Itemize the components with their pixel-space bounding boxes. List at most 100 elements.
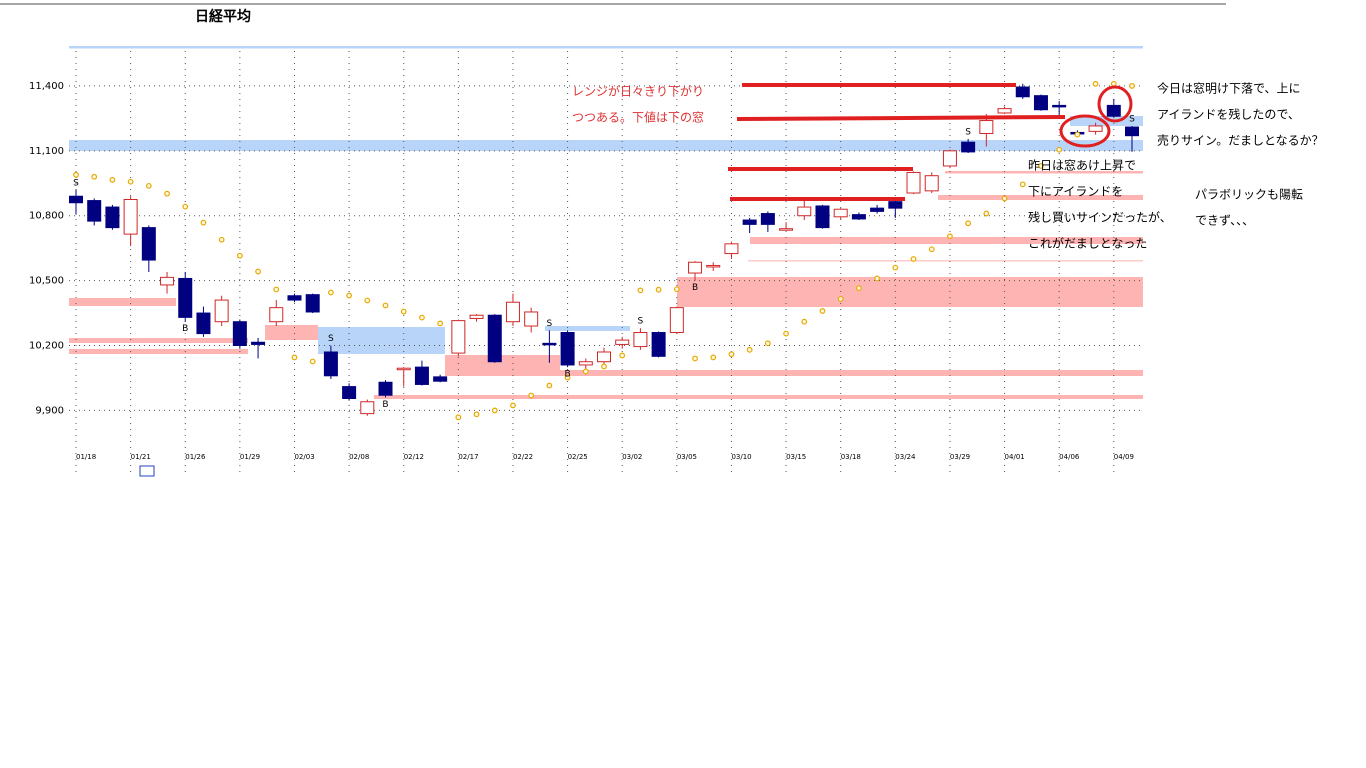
sar-dot bbox=[236, 252, 243, 259]
signal-label: S bbox=[965, 127, 971, 137]
candle-body bbox=[906, 171, 921, 194]
candle-body bbox=[815, 205, 830, 229]
candle-body bbox=[797, 206, 812, 217]
candle-body bbox=[360, 401, 375, 415]
sar-dot bbox=[200, 219, 207, 226]
candle-body bbox=[742, 219, 757, 225]
sar-dot bbox=[1129, 83, 1135, 89]
x-tick-label: 02/22 bbox=[513, 453, 533, 461]
sar-dot bbox=[692, 355, 698, 362]
candle-body bbox=[760, 213, 775, 225]
sar-dot bbox=[528, 392, 535, 399]
x-tick-label: 03/05 bbox=[677, 453, 697, 461]
annotation: 今日は窓明け下落で、上に bbox=[1157, 81, 1301, 96]
annotation-line bbox=[736, 115, 1066, 121]
x-tick-label: 02/17 bbox=[458, 453, 478, 461]
candle-body bbox=[196, 312, 211, 335]
sar-dot bbox=[746, 346, 753, 353]
annotation: つつある。下値は下の窓 bbox=[572, 110, 704, 125]
sar-dot bbox=[801, 318, 808, 325]
candle-body bbox=[560, 332, 575, 366]
candle-body bbox=[251, 341, 266, 345]
candle-body bbox=[1125, 126, 1139, 137]
sar-dot bbox=[1074, 131, 1081, 138]
sar-dot bbox=[400, 308, 407, 315]
sar-dot bbox=[1092, 80, 1099, 87]
sar-dot bbox=[364, 297, 371, 304]
candle-body bbox=[870, 207, 885, 212]
x-tick-label: 03/29 bbox=[950, 453, 970, 461]
band bbox=[677, 277, 1143, 307]
sar-dot bbox=[127, 178, 134, 185]
candle-body bbox=[505, 301, 520, 323]
candle-body bbox=[997, 108, 1012, 114]
candle-body bbox=[487, 314, 502, 363]
x-tick-label: 03/02 bbox=[622, 453, 642, 461]
sar-dot bbox=[109, 176, 116, 183]
sar-dot bbox=[1038, 163, 1044, 169]
candle-body bbox=[414, 366, 429, 385]
annotation: アイランドを残したので、 bbox=[1157, 108, 1300, 122]
chart-title: 日経平均 bbox=[195, 8, 251, 25]
sar-dot bbox=[1056, 146, 1063, 153]
signal-label: B bbox=[182, 324, 188, 334]
annotation: これがだましとなった bbox=[1028, 236, 1147, 251]
sar-dot bbox=[837, 296, 844, 302]
sar-dot bbox=[874, 275, 881, 282]
sar-dot bbox=[910, 256, 917, 262]
sar-dot bbox=[1019, 181, 1026, 188]
sar-dot bbox=[564, 374, 571, 381]
sar-dot bbox=[1110, 80, 1117, 87]
sar-dot bbox=[218, 236, 225, 243]
candle-body bbox=[942, 150, 957, 167]
annotation-circle bbox=[1097, 85, 1133, 123]
candle-body bbox=[160, 276, 175, 286]
band bbox=[265, 325, 318, 340]
band bbox=[748, 260, 1143, 262]
candle-body bbox=[888, 201, 903, 209]
band bbox=[69, 140, 1143, 151]
candle-body bbox=[178, 277, 193, 318]
sar-dot bbox=[346, 292, 353, 299]
annotation: できず、、、 bbox=[1195, 214, 1254, 228]
sar-dot bbox=[582, 368, 589, 375]
signal-label: S bbox=[1129, 114, 1135, 124]
candle-body bbox=[688, 261, 703, 274]
sar-dot bbox=[655, 286, 662, 293]
sar-dot bbox=[473, 411, 480, 418]
annotation: 残し買いサインだったが、 bbox=[1028, 210, 1172, 225]
sar-dot bbox=[546, 382, 553, 389]
x-tick-label: 02/08 bbox=[349, 453, 369, 461]
candle-body bbox=[378, 381, 393, 396]
sar-dot bbox=[947, 233, 953, 240]
sar-dot bbox=[965, 220, 972, 227]
band bbox=[560, 370, 1143, 376]
sar-dot bbox=[145, 182, 152, 189]
annotation: レンジが日々きり下がり bbox=[572, 84, 704, 99]
y-tick-label: 10,800 bbox=[29, 211, 64, 222]
sar-dot bbox=[819, 307, 826, 314]
x-tick-label: 03/15 bbox=[786, 453, 806, 461]
candle-body bbox=[833, 208, 848, 218]
signal-label: B bbox=[692, 283, 698, 293]
band bbox=[1070, 116, 1143, 126]
x-tick-label: 02/03 bbox=[294, 453, 314, 461]
annotation: パラボリックも陽転 bbox=[1195, 188, 1303, 202]
candle-body bbox=[779, 228, 794, 231]
candle-body bbox=[651, 332, 666, 357]
candle-body bbox=[615, 339, 630, 345]
candle-body bbox=[524, 311, 539, 327]
sar-dot bbox=[510, 402, 516, 409]
candle-body bbox=[669, 307, 684, 334]
sar-dot bbox=[637, 287, 644, 294]
sar-dot bbox=[273, 286, 280, 293]
y-tick-label: 9,900 bbox=[35, 405, 64, 416]
sar-dot bbox=[73, 171, 79, 178]
candle-body bbox=[451, 320, 466, 354]
sar-dot bbox=[437, 320, 444, 327]
annotation: 売りサイン。だましとなるか？ bbox=[1157, 133, 1324, 148]
band bbox=[69, 349, 248, 354]
candle-body bbox=[396, 367, 411, 371]
band bbox=[945, 171, 1143, 174]
band bbox=[545, 326, 630, 331]
